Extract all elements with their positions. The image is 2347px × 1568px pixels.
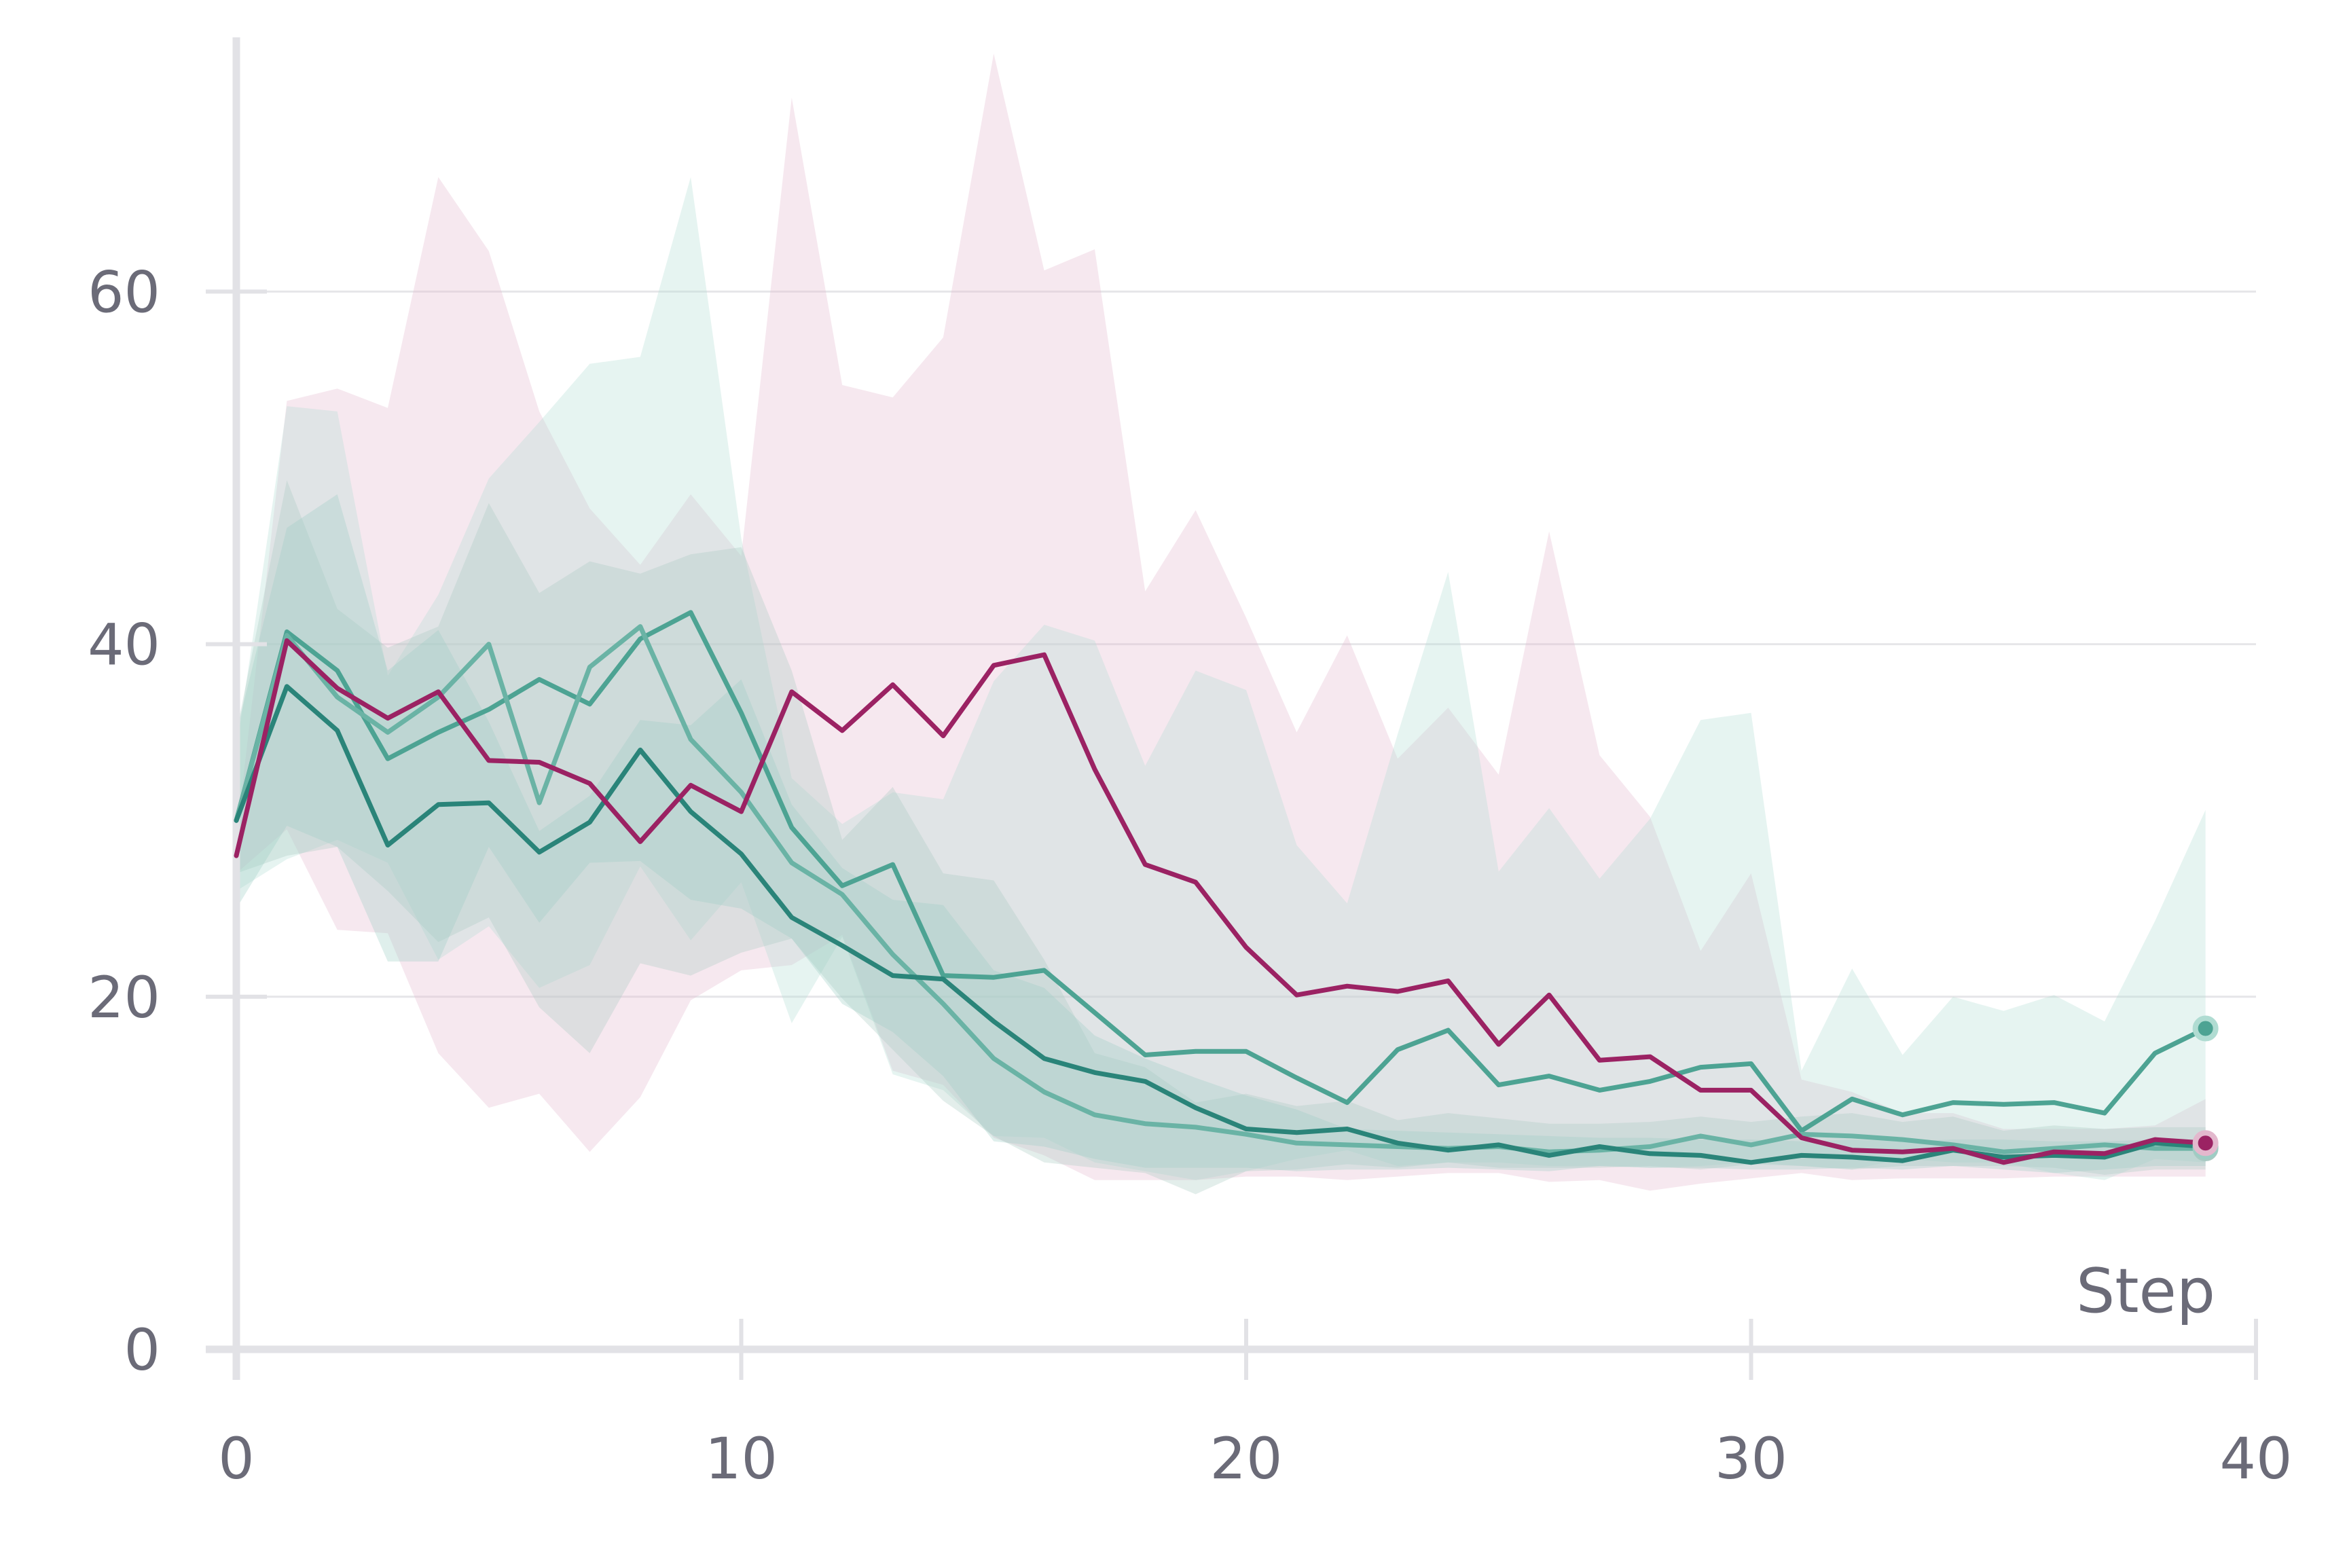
y-tick-label-20: 20 xyxy=(88,964,160,1031)
x-axis-title: Step xyxy=(2076,1256,2215,1327)
x-tick-label-0: 0 xyxy=(218,1425,254,1492)
line-run-magenta xyxy=(234,638,2208,1165)
endpoint-run-teal-light xyxy=(2192,1015,2219,1042)
y-tick-label-60: 60 xyxy=(88,259,160,325)
y-tick-label-0: 0 xyxy=(124,1317,160,1383)
endpoint-run-magenta xyxy=(2192,1130,2219,1156)
axis-ticks: 0 20 40 60 0 10 20 30 40 xyxy=(88,259,2292,1492)
grid-lines xyxy=(236,290,2256,998)
line-run-teal-dark xyxy=(234,684,2208,1165)
band-run-teal-light xyxy=(236,177,2206,1180)
series-lines xyxy=(234,610,2208,1165)
x-tick-label-30: 30 xyxy=(1715,1425,1787,1492)
line-run-teal-mid xyxy=(234,624,2208,1154)
axes xyxy=(206,37,2256,1380)
y-tick-label-40: 40 xyxy=(88,612,160,678)
line-run-teal-light xyxy=(234,610,2208,1133)
x-tick-label-20: 20 xyxy=(1210,1425,1283,1492)
confidence-bands xyxy=(236,53,2206,1195)
band-run-teal-mid xyxy=(236,480,2206,1195)
band-run-magenta xyxy=(236,53,2206,1191)
x-tick-label-10: 10 xyxy=(705,1425,778,1492)
x-tick-label-40: 40 xyxy=(2220,1425,2293,1492)
band-run-teal-dark xyxy=(236,494,2206,1173)
series-endpoints xyxy=(2192,1015,2219,1162)
